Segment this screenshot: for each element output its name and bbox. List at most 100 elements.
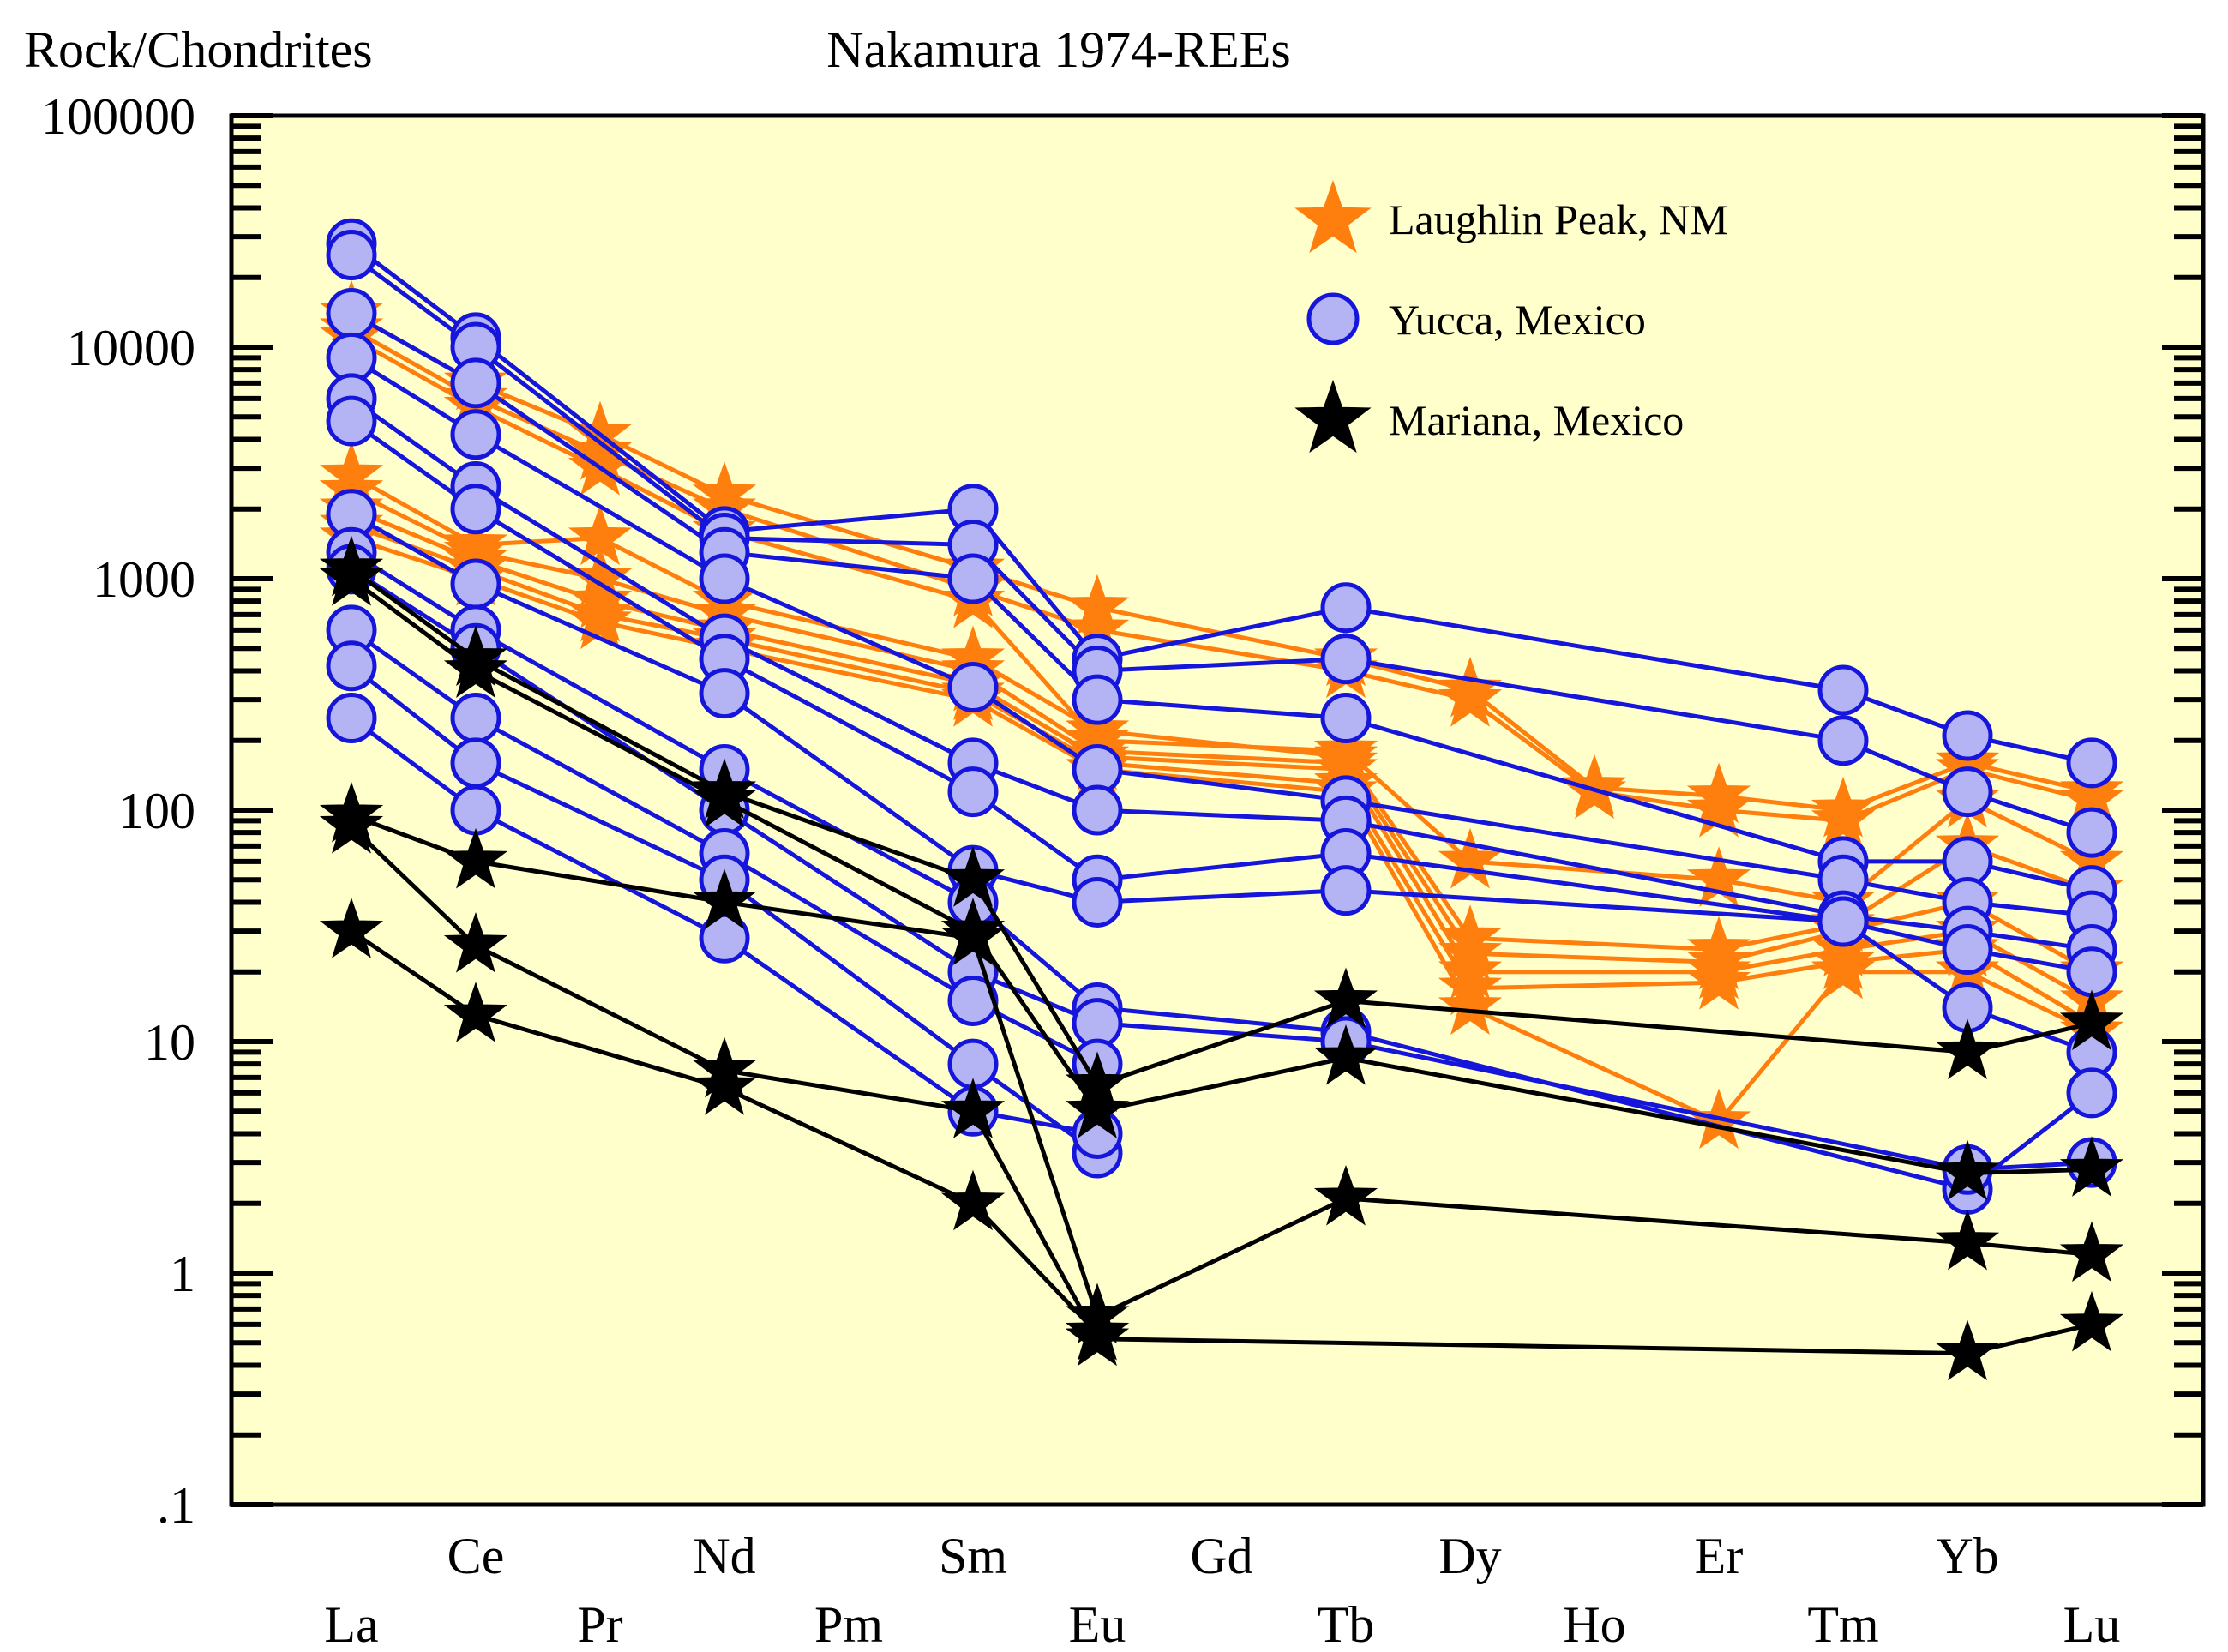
mariana-data-point [2059, 1136, 2124, 1197]
mariana-data-point [1313, 1024, 1378, 1085]
series-group-mariana [319, 535, 2124, 1381]
mariana-data-point [692, 1054, 757, 1115]
yucca-data-point [2066, 737, 2117, 789]
mariana-data-point [2059, 1221, 2124, 1283]
yucca-data-point [1817, 715, 1869, 766]
x-label-er: Er [1695, 1528, 1744, 1584]
x-label-pr: Pr [577, 1596, 622, 1652]
yucca-series-line [350, 550, 2093, 1192]
yucca-data-point [1320, 865, 1372, 916]
yucca-data-point [450, 737, 501, 789]
mariana-data-point [443, 827, 508, 889]
yucca-data-point [947, 553, 999, 604]
mariana-data-point [443, 637, 508, 698]
yucca-data-point [326, 395, 377, 447]
legend-star-black-icon [1294, 379, 1372, 454]
yucca-data-point [450, 409, 501, 460]
mariana-data-point [1935, 1018, 2000, 1079]
yucca-data-point [1817, 896, 1869, 947]
x-label-sm: Sm [939, 1528, 1007, 1584]
mariana-data-point [1313, 1164, 1378, 1226]
x-label-tb: Tb [1318, 1596, 1375, 1652]
x-label-ce: Ce [447, 1528, 505, 1584]
mariana-data-point [1065, 1300, 1130, 1361]
legend-label-laughlin: Laughlin Peak, NM [1389, 195, 1728, 243]
yucca-data-point [947, 662, 999, 713]
mariana-data-point [692, 868, 757, 929]
y-tick-label: 1 [170, 1246, 195, 1302]
laughlin-data-point [1438, 666, 1503, 727]
x-label-pm: Pm [814, 1596, 883, 1652]
yucca-data-point [1320, 582, 1372, 634]
legend-star-orange-icon [1294, 179, 1372, 254]
yucca-data-point [1072, 784, 1123, 836]
legend-label-yucca: Yucca, Mexico [1389, 296, 1646, 344]
y-axis-ticks [231, 113, 2203, 1507]
mariana-data-point [319, 793, 384, 854]
yucca-data-point [1942, 710, 1993, 761]
laughlin-data-point [1686, 949, 1751, 1010]
yucca-data-point [450, 357, 501, 409]
series-group-yucca [326, 218, 2117, 1215]
yucca-data-point [326, 230, 377, 281]
yucca-data-point [2066, 1067, 2117, 1119]
yucca-data-point [1942, 924, 1993, 976]
legend-circle-icon [1306, 292, 1360, 345]
laughlin-data-point [1811, 787, 1876, 848]
x-label-nd: Nd [693, 1528, 755, 1584]
yucca-data-point [699, 668, 750, 719]
mariana-series-line [350, 567, 2093, 1087]
yucca-data-point [326, 693, 377, 744]
chart-title: Nakamura 1974-REEs [826, 21, 1291, 78]
laughlin-data-point [1438, 974, 1503, 1036]
mariana-data-point [443, 911, 508, 973]
yucca-data-point [1320, 693, 1372, 744]
laughlin-data-point [1686, 776, 1751, 838]
mariana-data-point [1935, 1319, 2000, 1381]
y-axis-label: Rock/Chondrites [24, 21, 373, 78]
yucca-data-point [947, 766, 999, 818]
mariana-data-point [940, 846, 1006, 907]
y-tick-label: .1 [157, 1477, 195, 1534]
plot-frame [229, 113, 2206, 1507]
y-tick-label: 100000 [41, 88, 195, 145]
mariana-data-point [1935, 1209, 2000, 1271]
yucca-data-point [1320, 634, 1372, 685]
mariana-data-point [1313, 967, 1378, 1029]
mariana-data-point [2059, 1290, 2124, 1352]
yucca-data-point [947, 975, 999, 1026]
yucca-series-line [350, 567, 2093, 1172]
x-axis-element-labels: Ce Nd Sm Gd Dy Er Yb La Pr Pm Eu Tb Ho T… [324, 1528, 2120, 1652]
y-tick-label: 10 [144, 1014, 195, 1071]
legend: Laughlin Peak, NM Yucca, Mexico Mariana,… [1294, 179, 1728, 454]
x-label-tm: Tm [1807, 1596, 1878, 1652]
yucca-data-point [2066, 946, 2117, 998]
yucca-data-point [450, 784, 501, 836]
y-tick-label: 100 [118, 783, 195, 839]
mariana-series-line [351, 813, 2093, 1319]
x-label-dy: Dy [1438, 1528, 1501, 1584]
legend-label-mariana: Mariana, Mexico [1389, 396, 1684, 444]
series-layer [319, 218, 2124, 1381]
yucca-data-point [1072, 876, 1123, 928]
yucca-data-point [450, 558, 501, 610]
yucca-data-point [326, 640, 377, 692]
x-label-yb: Yb [1936, 1528, 1998, 1584]
yucca-data-point [1817, 664, 1869, 716]
x-label-gd: Gd [1190, 1528, 1252, 1584]
mariana-data-point [1065, 1078, 1130, 1138]
yucca-data-point [2066, 807, 2117, 858]
mariana-series-line [350, 576, 2093, 1175]
plot-area-background [231, 116, 2203, 1505]
y-tick-labels: 100000 10000 1000 100 10 1 .1 [41, 88, 195, 1534]
x-label-la: La [324, 1596, 378, 1652]
mariana-data-point [940, 904, 1006, 965]
x-label-ho: Ho [1563, 1596, 1625, 1652]
laughlin-data-point [1438, 827, 1503, 889]
mariana-data-point [940, 1078, 1006, 1138]
yucca-data-point [326, 288, 377, 339]
mariana-data-point [940, 1169, 1006, 1231]
laughlin-data-point [568, 588, 633, 650]
yucca-data-point [699, 553, 750, 604]
